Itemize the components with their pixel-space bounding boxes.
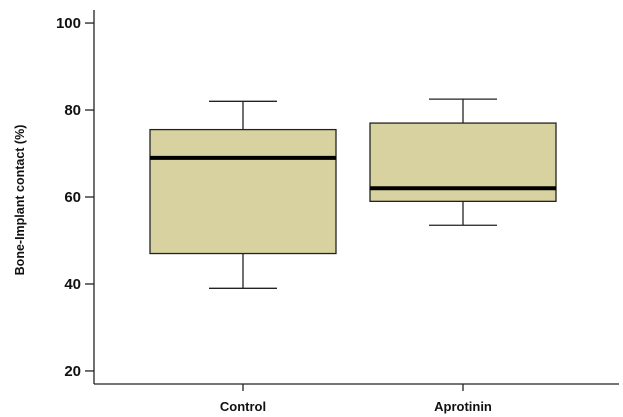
box-series bbox=[149, 98, 557, 289]
y-tick-label-60: 60 bbox=[64, 189, 81, 206]
y-axis-title: Bone-Implant contact (%) bbox=[13, 125, 27, 276]
y-tick-label-40: 40 bbox=[64, 276, 81, 293]
x-tick-label-aprotinin: Aprotinin bbox=[434, 399, 492, 414]
box-control bbox=[149, 100, 337, 289]
y-tick-label-80: 80 bbox=[64, 102, 81, 119]
iqr-box-control bbox=[149, 128, 337, 255]
y-ticks: 20 40 60 80 100 bbox=[56, 15, 94, 380]
x-category-labels: Control Aprotinin bbox=[220, 384, 492, 414]
y-tick-label-20: 20 bbox=[64, 363, 81, 380]
box-aprotinin bbox=[369, 98, 557, 226]
x-tick-label-control: Control bbox=[220, 399, 266, 414]
y-tick-label-100: 100 bbox=[56, 15, 81, 32]
